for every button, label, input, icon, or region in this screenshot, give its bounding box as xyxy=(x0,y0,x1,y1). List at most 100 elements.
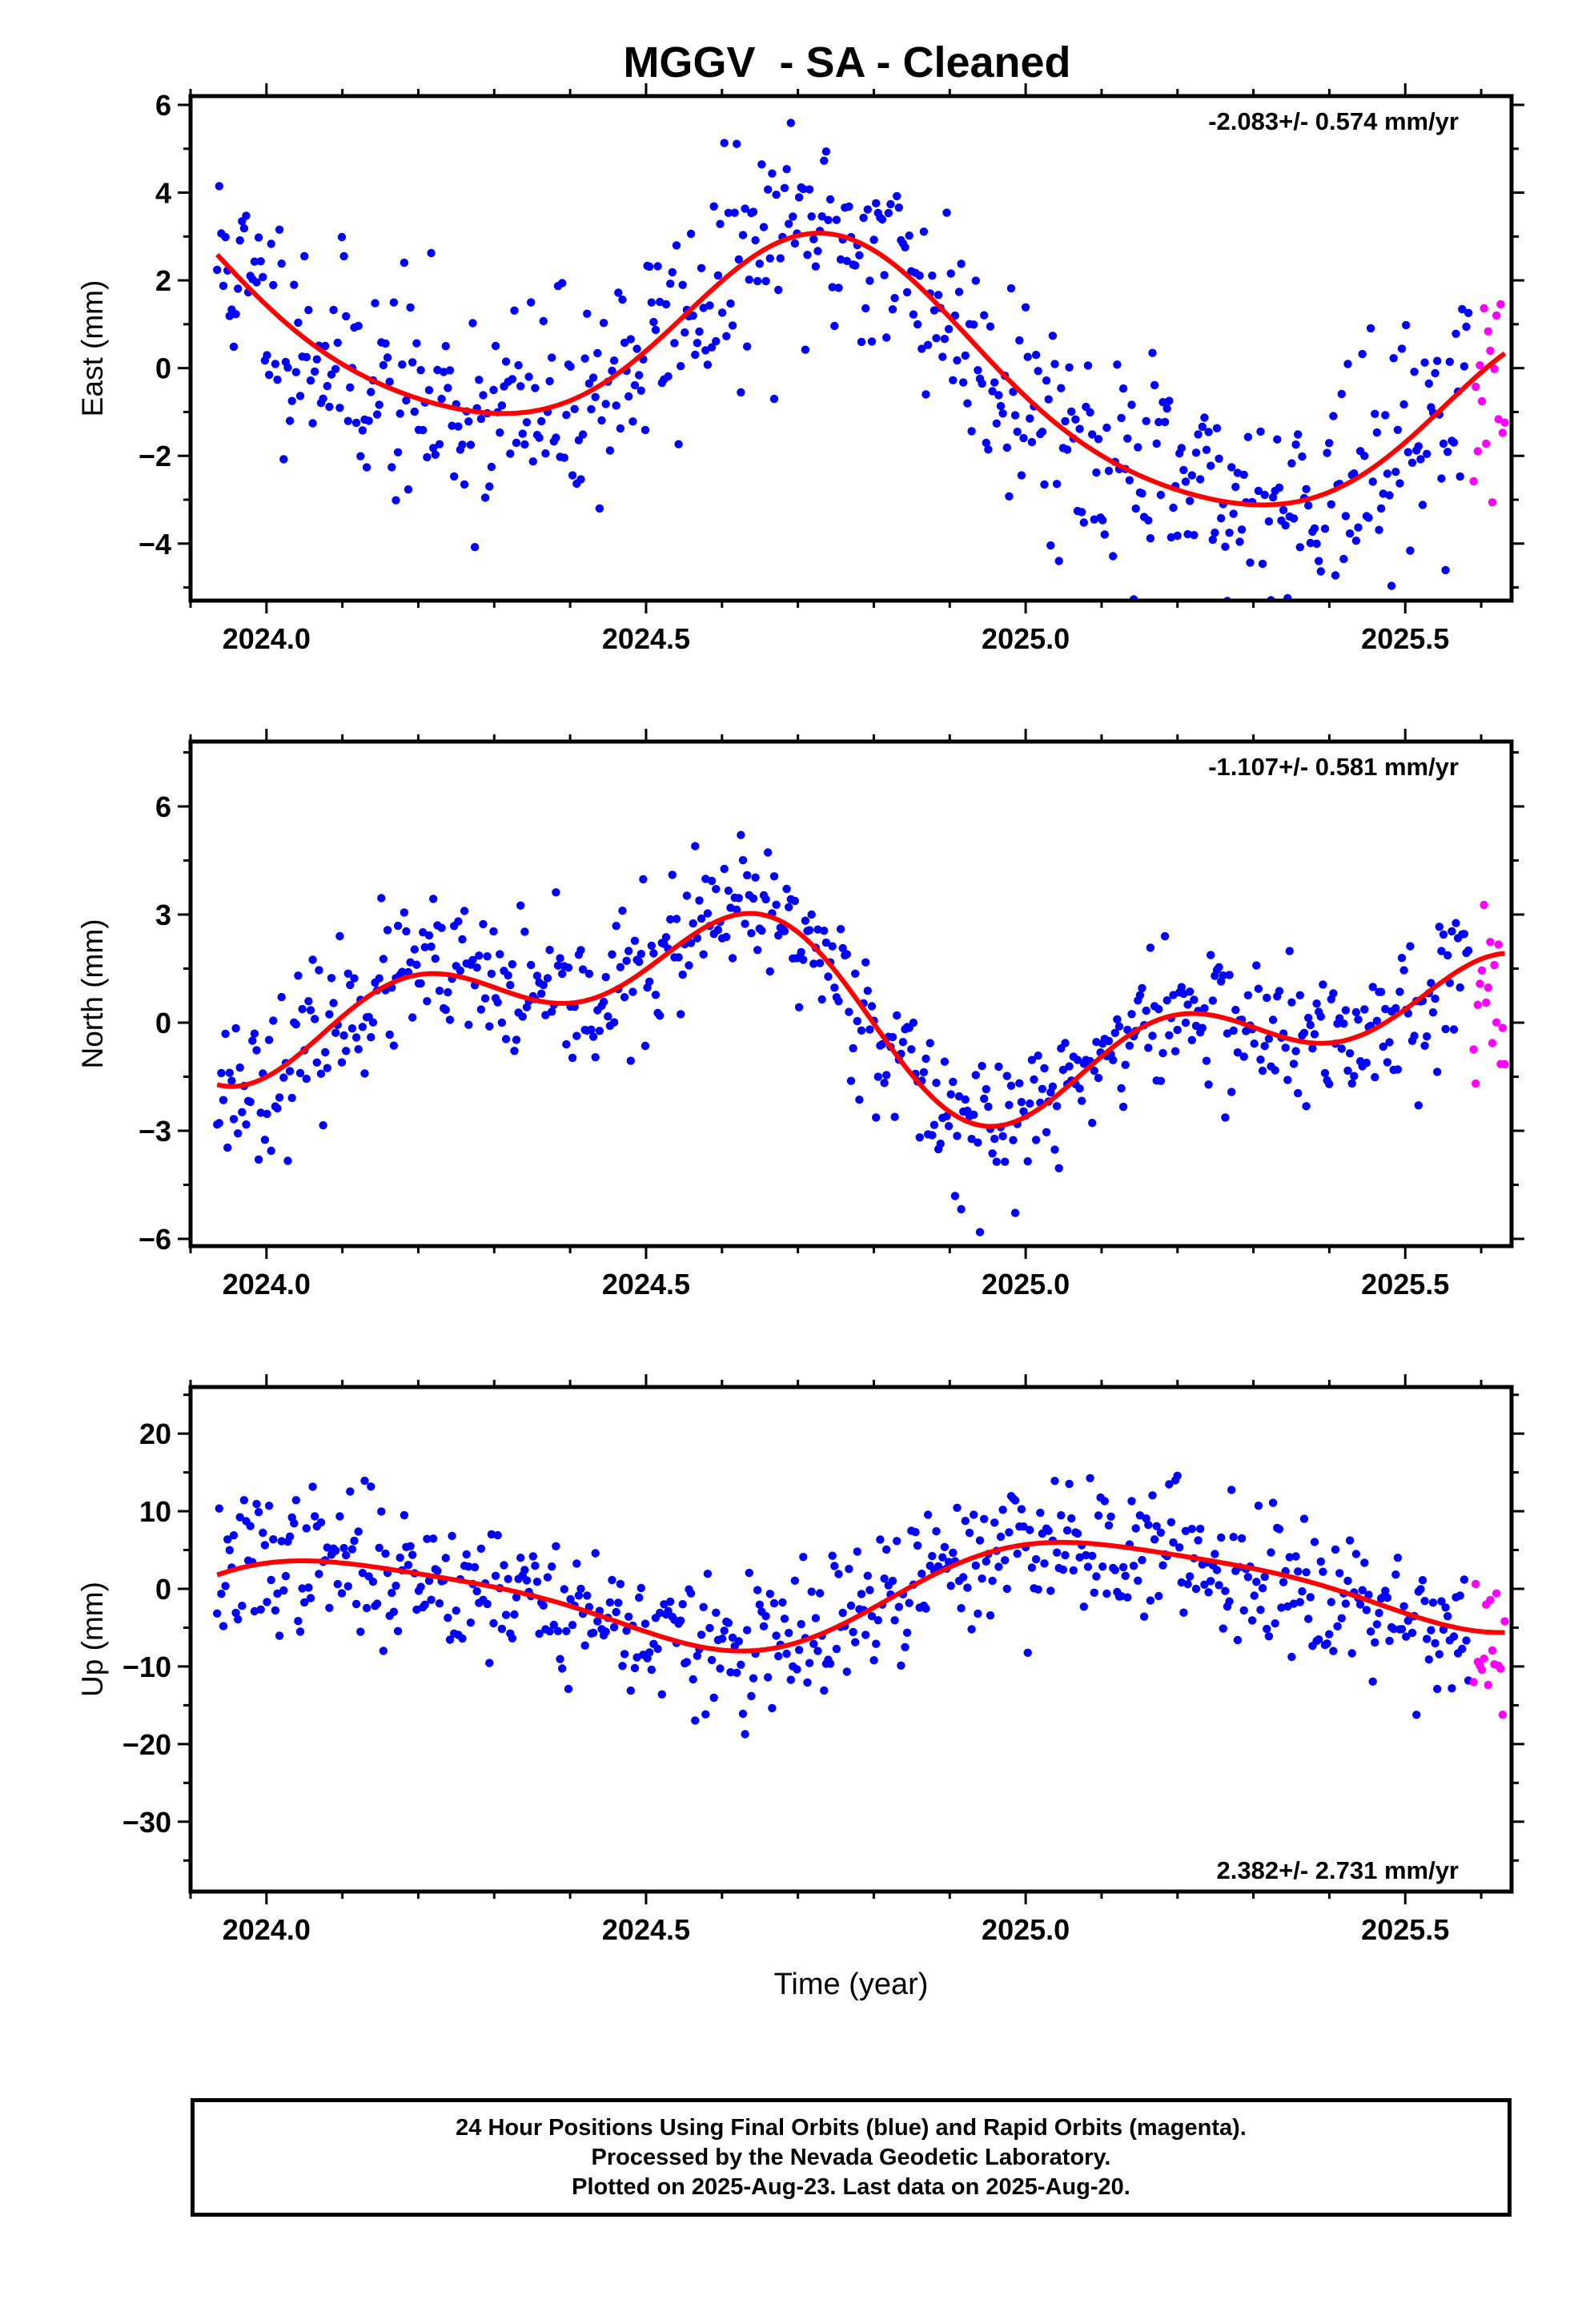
final-orbit-point xyxy=(1094,1511,1103,1520)
final-orbit-point xyxy=(1152,439,1161,448)
final-orbit-point xyxy=(487,1530,496,1539)
final-orbit-point xyxy=(548,1562,556,1571)
final-orbit-point xyxy=(468,319,477,328)
final-orbit-point xyxy=(1158,398,1167,407)
final-orbit-point xyxy=(435,440,444,448)
final-orbit-point xyxy=(1123,1593,1132,1602)
final-orbit-point xyxy=(978,1574,986,1583)
final-orbit-point xyxy=(909,310,918,319)
final-orbit-point xyxy=(693,1651,702,1660)
final-orbit-point xyxy=(1170,1047,1180,1055)
final-orbit-point xyxy=(764,1673,773,1682)
final-orbit-point xyxy=(1144,1043,1153,1052)
final-orbit-point xyxy=(300,251,309,261)
final-orbit-point xyxy=(807,1587,816,1596)
final-orbit-point xyxy=(980,1514,989,1524)
rapid-orbit-point xyxy=(1469,1678,1478,1687)
final-orbit-point xyxy=(271,360,280,368)
final-orbit-point xyxy=(476,1005,486,1014)
model-fit-line xyxy=(215,231,1507,508)
final-orbit-point xyxy=(552,433,560,442)
final-orbit-point xyxy=(1177,1578,1186,1587)
final-orbit-point xyxy=(441,1554,450,1562)
final-orbit-point xyxy=(1264,1632,1274,1641)
final-orbit-point xyxy=(256,1108,265,1117)
final-orbit-point xyxy=(967,1625,976,1634)
final-orbit-point xyxy=(1281,521,1290,530)
final-orbit-point xyxy=(337,232,347,242)
final-orbit-point xyxy=(1312,999,1321,1008)
final-orbit-point xyxy=(512,438,521,448)
final-orbit-point xyxy=(1251,621,1259,629)
final-orbit-point xyxy=(809,1639,818,1648)
final-orbit-point xyxy=(234,284,243,293)
rapid-orbit-point xyxy=(1480,304,1488,313)
final-orbit-point xyxy=(1027,1563,1037,1572)
x-tick-label: 2024.5 xyxy=(602,1913,690,1946)
final-orbit-point xyxy=(491,1571,500,1581)
final-orbit-point xyxy=(682,891,692,900)
final-orbit-point xyxy=(1347,1079,1356,1088)
final-orbit-point xyxy=(1327,1598,1336,1606)
final-orbit-point xyxy=(988,1576,997,1586)
final-orbit-point xyxy=(1219,971,1228,980)
final-orbit-point xyxy=(1231,1005,1240,1015)
final-orbit-point xyxy=(351,1599,361,1609)
final-orbit-point xyxy=(1160,417,1170,427)
final-orbit-point xyxy=(1337,1044,1347,1053)
final-orbit-point xyxy=(626,335,635,344)
final-orbit-point xyxy=(472,963,481,972)
final-orbit-point xyxy=(1079,1602,1089,1611)
final-orbit-point xyxy=(219,281,228,291)
y-tick-label: 0 xyxy=(155,1573,171,1606)
final-orbit-point xyxy=(294,318,303,328)
final-orbit-point xyxy=(940,1542,950,1552)
final-orbit-point xyxy=(406,958,415,967)
final-orbit-point xyxy=(576,475,585,484)
final-orbit-point xyxy=(640,1619,650,1628)
final-orbit-point xyxy=(780,927,789,936)
final-orbit-point xyxy=(275,1631,284,1640)
final-orbit-point xyxy=(1191,1021,1201,1031)
final-orbit-point xyxy=(921,390,930,399)
final-orbit-point xyxy=(427,1595,436,1604)
y-tick-label: −3 xyxy=(139,1115,171,1148)
final-orbit-point xyxy=(1447,1684,1456,1693)
final-orbit-point xyxy=(957,259,966,268)
final-orbit-point xyxy=(368,1577,378,1586)
final-orbit-point xyxy=(1393,1554,1403,1562)
final-orbit-point xyxy=(591,392,600,401)
final-orbit-point xyxy=(1113,1015,1122,1024)
final-orbit-point xyxy=(825,1659,835,1668)
final-orbit-point xyxy=(1104,1521,1114,1530)
final-orbit-point xyxy=(865,1025,874,1034)
final-orbit-point xyxy=(733,1668,741,1677)
final-orbit-point xyxy=(1445,357,1455,366)
final-orbit-point xyxy=(1320,525,1330,533)
final-orbit-point xyxy=(1023,1157,1032,1166)
y-tick-label: −20 xyxy=(122,1728,171,1761)
final-orbit-point xyxy=(601,400,610,408)
final-orbit-point xyxy=(689,919,697,928)
final-orbit-point xyxy=(730,208,739,217)
final-orbit-point xyxy=(1009,1136,1018,1144)
final-orbit-point xyxy=(974,1609,982,1618)
final-orbit-point xyxy=(902,287,912,297)
final-orbit-point xyxy=(957,1604,966,1613)
final-orbit-point xyxy=(290,280,299,289)
final-orbit-point xyxy=(1291,1047,1300,1055)
final-orbit-point xyxy=(316,1518,326,1527)
footer-line-3: Plotted on 2025-Aug-23. Last data on 202… xyxy=(572,2173,1130,2200)
final-orbit-point xyxy=(520,440,529,449)
final-orbit-point xyxy=(1275,987,1284,995)
final-orbit-point xyxy=(970,1110,978,1120)
final-orbit-point xyxy=(1376,504,1386,513)
final-orbit-point xyxy=(566,362,575,371)
final-orbit-point xyxy=(967,427,976,436)
final-orbit-point xyxy=(923,1510,933,1519)
final-orbit-point xyxy=(1460,1575,1469,1584)
final-orbit-point xyxy=(880,271,889,279)
final-orbit-point xyxy=(1456,983,1464,992)
final-orbit-point xyxy=(1173,1471,1182,1481)
final-orbit-point xyxy=(1372,1016,1382,1026)
